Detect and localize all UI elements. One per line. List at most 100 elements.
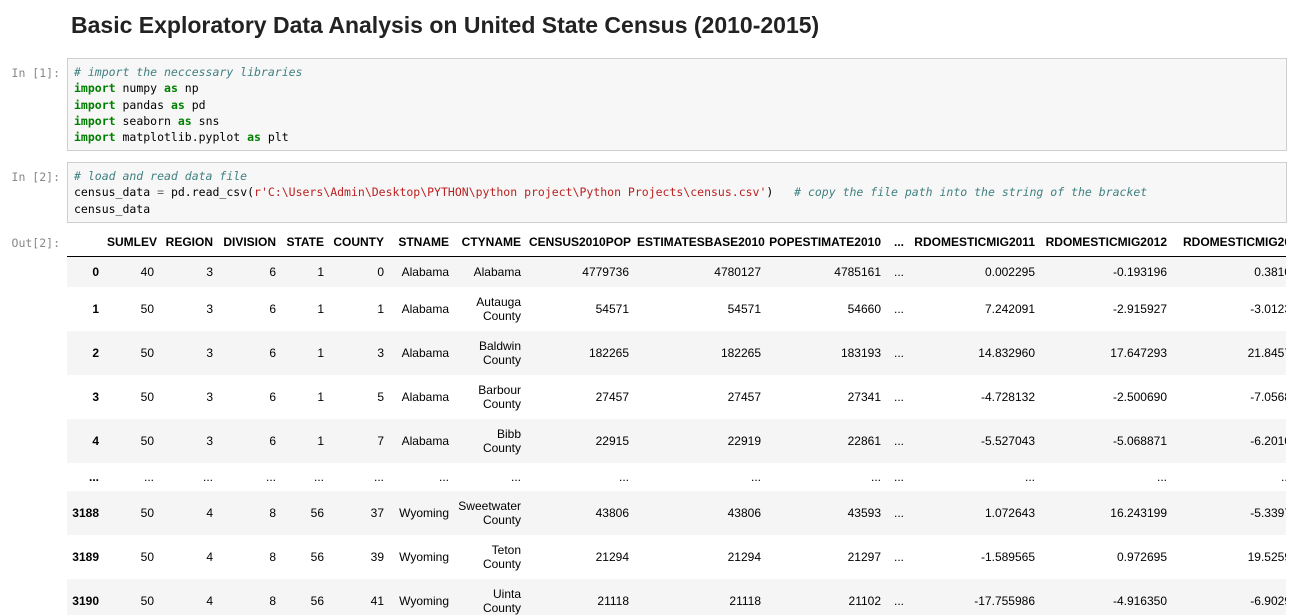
row-index: 3190 bbox=[72, 593, 99, 608]
table-cell: 1 bbox=[317, 264, 324, 279]
input-prompt: In [2]: bbox=[11, 170, 60, 184]
code-line: import matplotlib.pyplot as plt bbox=[74, 129, 1280, 145]
table-cell: 4 bbox=[206, 505, 213, 520]
code-token: import bbox=[74, 81, 116, 96]
table-cell: 50 bbox=[140, 505, 154, 520]
table-cell: -17.755986 bbox=[974, 593, 1035, 608]
output-area: SUMLEV REGION DIVISION STATE COUNTY STNAME CTY… bbox=[67, 228, 1286, 615]
column-header: CENSUS2010POP bbox=[527, 228, 635, 257]
table-cell: 41 bbox=[370, 593, 384, 608]
code-token: as bbox=[177, 113, 192, 128]
table-cell: 1 bbox=[317, 345, 324, 360]
table-cell: ... bbox=[893, 389, 904, 404]
column-header: ESTIMATESBASE2010 bbox=[635, 228, 767, 257]
table-cell: 4779736 bbox=[582, 264, 629, 279]
row-index: 3 bbox=[92, 389, 99, 404]
table-cell: Wyoming bbox=[399, 549, 449, 564]
table-cell: 43593 bbox=[847, 505, 881, 520]
table-cell: 1 bbox=[317, 389, 324, 404]
table-cell: 0.972695 bbox=[1116, 549, 1167, 564]
table-cell: 21118 bbox=[729, 593, 761, 608]
code-token: import bbox=[74, 113, 116, 128]
code-token: plt bbox=[260, 130, 289, 145]
table-cell: 3 bbox=[206, 264, 213, 279]
table-cell: -4.916350 bbox=[1112, 593, 1167, 608]
table-cell: Wyoming bbox=[399, 505, 449, 520]
table-cell: 6 bbox=[269, 389, 276, 404]
table-cell: Barbour County bbox=[478, 382, 521, 411]
table-cell: 182265 bbox=[720, 345, 761, 360]
table-cell: 21.8457 bbox=[1247, 345, 1286, 360]
table-cell: 1 bbox=[377, 301, 384, 316]
table-cell: -7.0568 bbox=[1250, 389, 1286, 404]
table-cell: ... bbox=[1280, 469, 1286, 484]
table-cell: 6 bbox=[269, 264, 276, 279]
table-cell: ... bbox=[438, 469, 449, 484]
table-cell: Uinta County bbox=[482, 586, 521, 615]
code-token: pd.read_csv( bbox=[164, 185, 255, 200]
table-cell: ... bbox=[893, 505, 904, 520]
code-token: census_data bbox=[74, 201, 151, 216]
table-cell: Sweetwater County bbox=[458, 498, 521, 527]
code-line: # import the neccessary libraries bbox=[74, 64, 1280, 80]
table-row: 3189 50 4 8 56 39 Wyoming Teton County 21294 2129… bbox=[67, 535, 1286, 579]
column-header: DIVISION bbox=[219, 228, 282, 257]
code-token: # load and read data file bbox=[74, 169, 248, 183]
table-cell: 54571 bbox=[595, 301, 629, 316]
code-token: import bbox=[74, 130, 116, 145]
table-cell: 21294 bbox=[595, 549, 629, 564]
table-cell: 50 bbox=[140, 301, 154, 316]
table-cell: 50 bbox=[140, 345, 154, 360]
code-token: sns bbox=[191, 113, 220, 128]
table-cell: ... bbox=[893, 433, 904, 448]
table-cell: ... bbox=[893, 264, 904, 279]
table-cell: 0.002295 bbox=[984, 264, 1035, 279]
code-token: = bbox=[157, 185, 165, 200]
table-cell: -5.068871 bbox=[1112, 433, 1167, 448]
code-line: # load and read data file bbox=[74, 168, 1280, 184]
code-line: import numpy as np bbox=[74, 80, 1280, 96]
table-cell: 21118 bbox=[597, 593, 629, 608]
code-token: pandas bbox=[115, 97, 171, 112]
row-index: 3189 bbox=[72, 549, 99, 564]
code-token: ) bbox=[766, 185, 795, 200]
column-header: RDOMESTICMIG2012 bbox=[1041, 228, 1173, 257]
table-cell: 7 bbox=[377, 433, 384, 448]
table-cell: 4780127 bbox=[714, 264, 761, 279]
column-header: CTYNAME bbox=[455, 228, 527, 257]
table-cell: 54571 bbox=[727, 301, 761, 316]
table-cell: 27457 bbox=[595, 389, 629, 404]
row-index: 3188 bbox=[72, 505, 99, 520]
table-cell: 182265 bbox=[588, 345, 629, 360]
table-cell: ... bbox=[618, 469, 629, 484]
code-token: as bbox=[247, 130, 261, 145]
table-cell: 21102 bbox=[848, 593, 881, 608]
table-cell: Teton County bbox=[482, 542, 521, 571]
table-row: 2 50 3 6 1 3 Alabama Baldwin County 182265 182265… bbox=[67, 330, 1286, 375]
column-header: COUNTY bbox=[330, 228, 390, 257]
code-token: as bbox=[170, 97, 185, 112]
column-header: RDOMESTICMIG20 bbox=[1173, 228, 1286, 257]
table-cell: -2.500690 bbox=[1112, 389, 1167, 404]
code-token: r'C:\Users\Admin\Desktop\PYTHON\python p… bbox=[254, 185, 767, 200]
code-line: import seaborn as sns bbox=[74, 113, 1280, 129]
code-cell: # load and read data file census_data = p… bbox=[67, 162, 1287, 223]
table-cell: 3 bbox=[206, 433, 213, 448]
table-cell: 6 bbox=[269, 345, 276, 360]
table-cell: -6.9029 bbox=[1250, 593, 1286, 608]
table-cell: 27341 bbox=[847, 389, 881, 404]
column-header: STNAME bbox=[390, 228, 455, 257]
table-cell: ... bbox=[893, 549, 904, 564]
code-token: np bbox=[177, 81, 199, 96]
table-cell: 3 bbox=[206, 345, 213, 360]
code-token: # copy the file path into the string of … bbox=[794, 185, 1148, 200]
output-prompt: Out[2]: bbox=[11, 236, 60, 250]
table-cell: -2.915927 bbox=[1112, 301, 1167, 316]
table-cell: 43806 bbox=[595, 505, 629, 520]
table-cell: 21297 bbox=[847, 549, 881, 564]
column-header: SUMLEV bbox=[105, 228, 160, 257]
table-row: 3190 50 4 8 56 41 Wyoming Uinta County 21118 2111… bbox=[67, 578, 1286, 615]
table-cell: ... bbox=[313, 469, 324, 484]
table-cell: 50 bbox=[140, 389, 154, 404]
table-cell: ... bbox=[265, 469, 276, 484]
